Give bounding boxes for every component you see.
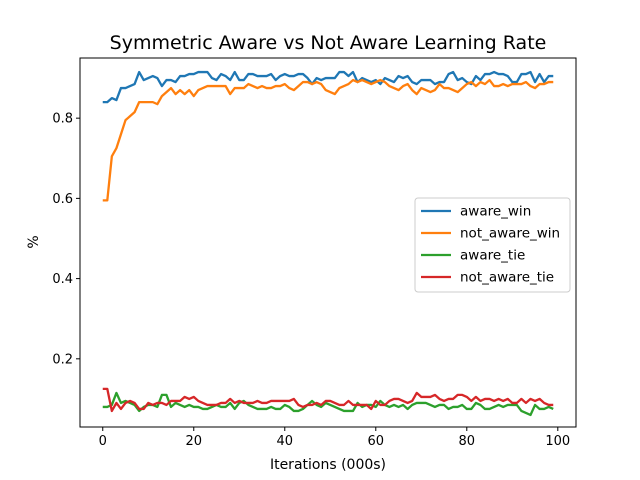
- legend-label-aware-tie: aware_tie: [460, 248, 525, 264]
- series-line-not-aware-tie: [102, 387, 554, 413]
- y-tick-label: 0.4: [52, 272, 73, 287]
- plot-frame: [79, 57, 577, 428]
- x-tick-label: 20: [185, 434, 202, 449]
- x-tick-label: 60: [368, 434, 385, 449]
- legend-label-not-aware-win: not_aware_win: [460, 226, 560, 242]
- y-axis-title: %: [26, 235, 42, 248]
- legend-label-aware-win: aware_win: [460, 204, 531, 220]
- x-tick-label: 80: [459, 434, 476, 449]
- legend-label-not-aware-tie: not_aware_tie: [460, 270, 554, 286]
- series-line-aware-win: [102, 70, 554, 104]
- legend-box: [414, 197, 571, 293]
- x-tick-label: 40: [276, 434, 293, 449]
- y-tick-label: 0.8: [52, 112, 73, 127]
- x-tick-label: 0: [99, 434, 107, 449]
- y-tick-label: 0.2: [52, 352, 73, 367]
- x-axis-title: Iterations (000s): [270, 457, 386, 473]
- plot-area: [102, 70, 554, 417]
- legend: aware_win not_aware_win aware_tie not_aware…: [414, 197, 571, 293]
- series-line-aware-tie: [102, 391, 554, 417]
- x-axis: 0 20 40 60 80 100: [99, 427, 570, 449]
- chart-title: Symmetric Aware vs Not Aware Learning Ra…: [110, 32, 547, 54]
- series-line-not-aware-win: [102, 78, 554, 202]
- y-axis: 0.2 0.4 0.6 0.8: [52, 112, 80, 367]
- y-tick-label: 0.6: [52, 192, 73, 207]
- x-tick-label: 100: [545, 434, 570, 449]
